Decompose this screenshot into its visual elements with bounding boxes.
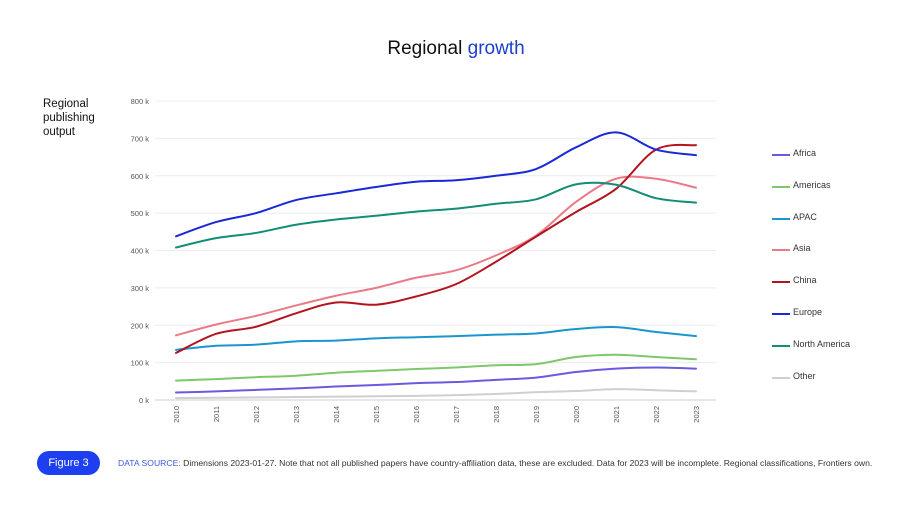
x-tick-label: 2011 [212,406,221,422]
legend-label: North America [793,338,851,349]
x-tick-label: 2022 [652,406,661,423]
y-axis-title-line: output [43,126,75,138]
y-tick-label: 300 k [131,284,150,293]
legend-swatch [772,312,790,315]
series-line-africa [175,366,697,394]
legend-item-americas: Americas [772,180,850,212]
legend-swatch [772,217,790,220]
y-axis-title-line: Regional [43,98,89,110]
legend-label: Other [793,370,816,381]
title-accent: growth [467,38,525,59]
data-source-label: DATA SOURCE: [118,458,181,468]
legend-label: Asia [793,243,811,254]
x-tick-label: 2017 [452,406,461,423]
legend-swatch [772,376,790,379]
x-tick-label: 2013 [292,406,301,423]
x-tick-label: 2023 [692,406,701,423]
legend-swatch [772,154,790,156]
chart-title: Regional growth [0,38,912,60]
legend-label: Europe [793,306,823,317]
legend-label: Africa [793,148,817,158]
x-tick-label: 2015 [372,406,381,423]
legend-swatch [772,249,790,252]
legend-item-africa: Africa [772,148,850,180]
x-tick-label: 2012 [252,406,261,423]
series-line-other [175,388,697,400]
legend-label: APAC [793,211,817,222]
legend-swatch [772,344,790,347]
y-axis-title-line: publishing [43,112,95,124]
y-tick-label: 600 k [131,172,150,181]
y-tick-label: 0 k [139,396,149,405]
series-line-apac [175,326,697,351]
series-line-north-america [175,181,697,249]
x-tick-label: 2019 [532,406,541,423]
legend-swatch [772,281,790,284]
y-tick-label: 800 k [131,97,150,106]
x-tick-label: 2018 [492,406,501,423]
data-source-note: DATA SOURCE: Dimensions 2023-01-27. Note… [118,458,872,468]
chart-legend: Africa Americas APAC Asia China Europe North A… [772,148,850,402]
legend-item-europe: Europe [772,307,850,339]
series-line-europe [175,131,697,238]
y-tick-label: 400 k [131,247,150,256]
x-tick-label: 2021 [612,406,621,423]
legend-label: Americas [793,179,831,190]
x-tick-label: 2014 [332,406,341,423]
y-tick-label: 200 k [131,321,150,330]
figure-3-button[interactable]: Figure 3 [37,451,100,475]
x-tick-label: 2016 [412,406,421,423]
series-line-asia [175,175,697,337]
legend-item-other: Other [772,371,850,403]
series-line-china [175,143,697,354]
legend-item-north-america: North America [772,339,850,371]
y-axis-title: Regional publishing output [43,97,95,139]
legend-label: China [793,275,817,286]
series-line-americas [175,353,697,382]
data-source-text: Dimensions 2023-01-27. Note that not all… [183,458,873,468]
x-tick-label: 2010 [172,406,181,423]
title-main: Regional [387,38,463,59]
y-tick-label: 700 k [131,134,150,143]
y-tick-label: 100 k [131,359,150,368]
legend-item-asia: Asia [772,243,850,275]
y-tick-label: 500 k [131,209,150,218]
legend-item-apac: APAC [772,212,850,244]
x-tick-label: 2020 [572,406,581,423]
legend-swatch [772,185,790,188]
legend-item-china: China [772,275,850,307]
